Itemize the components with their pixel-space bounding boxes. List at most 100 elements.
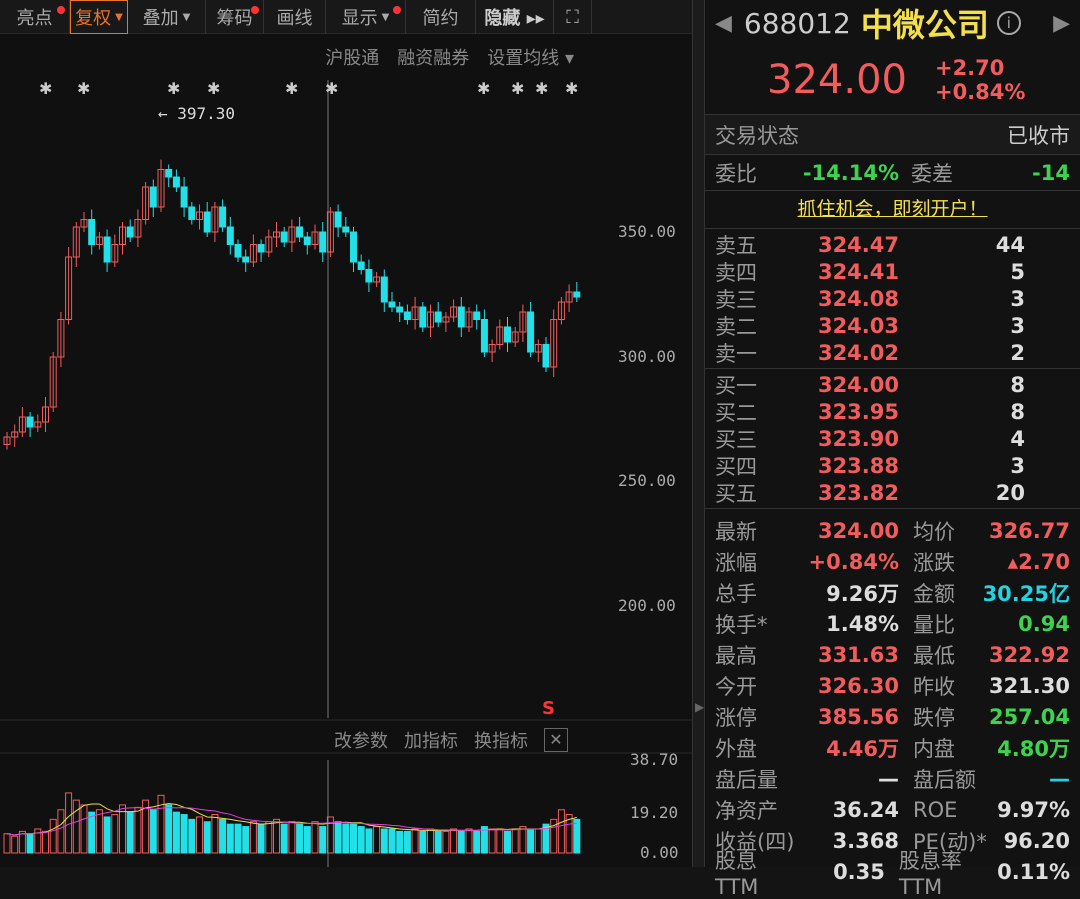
volume-bar	[334, 821, 342, 854]
order-book-row: 买五 323.82 20	[705, 479, 1080, 506]
event-marker-icon[interactable]: ✱	[535, 79, 548, 98]
stat-label: PE(动)*	[913, 829, 987, 854]
candle-body	[373, 276, 381, 283]
stat-value: 30.25亿	[982, 581, 1070, 606]
trade-status-label: 交易状态	[715, 123, 799, 148]
signal-marker[interactable]: S	[542, 698, 555, 719]
volume-bar	[473, 830, 481, 854]
toolbar-button-4[interactable]: 画线	[264, 0, 326, 34]
stat-label: 昨收	[913, 674, 955, 699]
candle-body	[511, 331, 519, 343]
volume-bar	[511, 828, 519, 854]
stat-label: 盘后额	[913, 767, 976, 792]
event-marker-icon[interactable]: ✱	[167, 79, 180, 98]
volume-tick: 38.70	[630, 750, 679, 769]
event-marker-icon[interactable]: ✱	[511, 79, 524, 98]
level-label: 卖五	[715, 233, 757, 258]
quote-panel: ◀ 688012 中微公司 i ▶ 324.00 +2.70 +0.84% 交易…	[705, 0, 1080, 899]
volume-bar	[18, 830, 26, 854]
toolbar-button-7[interactable]: 隐藏 ▸▸	[476, 0, 554, 34]
stat-value: —	[878, 766, 899, 791]
fullscreen-icon[interactable]: ⛶	[554, 0, 592, 34]
subbar-button-0[interactable]: 沪股通	[325, 48, 380, 69]
subbar-button-2[interactable]: 设置均线 ▾	[487, 48, 574, 69]
order-book-row: 买一 324.00 8	[705, 371, 1080, 398]
event-marker-icon[interactable]: ✱	[77, 79, 90, 98]
prev-stock-icon[interactable]: ◀	[715, 10, 732, 36]
event-marker-icon[interactable]: ✱	[39, 79, 52, 98]
order-book-row: 买二 323.95 8	[705, 398, 1080, 425]
volume-bar	[249, 821, 257, 854]
stat-label: 量比	[913, 612, 955, 637]
volume-bar	[211, 814, 219, 854]
event-marker-icon[interactable]: ✱	[325, 79, 338, 98]
volume-bar	[396, 830, 404, 854]
toolbar-label: 简约	[422, 8, 459, 29]
candle-body	[473, 311, 481, 320]
toolbar-button-6[interactable]: 简约	[406, 0, 476, 34]
candle-body	[280, 231, 288, 243]
stat-label: 盘后量	[715, 767, 778, 792]
event-marker-icon[interactable]: ✱	[565, 79, 578, 98]
toolbar-button-3[interactable]: 筹码	[206, 0, 264, 34]
volume-bar	[557, 809, 565, 854]
event-marker-icon[interactable]: ✱	[477, 79, 490, 98]
stat-value: 0.35	[833, 859, 885, 884]
level-label: 买四	[715, 454, 757, 479]
candle-body	[57, 319, 65, 358]
level-volume: 20	[995, 480, 1025, 505]
candle-body	[326, 211, 334, 253]
price-tick: 300.00	[618, 347, 676, 366]
change-indicator-button[interactable]: 换指标	[474, 731, 528, 752]
volume-bar	[326, 816, 334, 854]
high-price-label: ← 397.30	[158, 104, 236, 123]
stat-label: 净资产	[715, 798, 778, 823]
level-label: 卖四	[715, 260, 757, 285]
event-marker-icon[interactable]: ✱	[207, 79, 220, 98]
high-price-value: 397.30	[177, 104, 236, 123]
add-indicator-button[interactable]: 加指标	[404, 731, 458, 752]
volume-tick: 19.20	[630, 803, 679, 822]
open-account-link[interactable]: 抓住机会，即刻开户！	[705, 190, 1080, 228]
candle-body	[126, 226, 134, 238]
level-label: 卖三	[715, 287, 757, 312]
panel-splitter[interactable]: ▶	[692, 0, 705, 867]
candle-body	[488, 344, 496, 353]
level-label: 买五	[715, 481, 757, 506]
chart-subbar: 沪股通 融资融券 设置均线 ▾	[325, 44, 574, 70]
volume-bar	[203, 821, 211, 854]
current-price: 324.00	[767, 57, 907, 103]
stat-value: 257.04	[988, 704, 1070, 729]
candle-body	[504, 326, 511, 343]
subbar-button-1[interactable]: 融资融券	[397, 48, 470, 69]
stat-label: 涨跌	[913, 550, 955, 575]
volume-bar	[457, 830, 465, 854]
stats-row: 净资产 36.24 ROE 9.97%	[705, 794, 1080, 825]
level-volume: 3	[1010, 313, 1025, 338]
info-icon[interactable]: i	[996, 11, 1021, 35]
stats-row: 收益(四) 3.368 PE(动)* 96.20	[705, 825, 1080, 856]
stat-value: 322.92	[988, 642, 1070, 667]
level-label: 买三	[715, 427, 757, 452]
toolbar-button-0[interactable]: 亮点	[0, 0, 70, 34]
toolbar-button-2[interactable]: 叠加 ▼	[128, 0, 206, 34]
candle-body	[249, 244, 257, 263]
stat-label: 最新	[715, 519, 757, 544]
order-book-row: 卖一 324.02 2	[705, 339, 1080, 366]
close-icon[interactable]: ✕	[544, 728, 568, 752]
stat-value: 1.48%	[826, 611, 899, 636]
next-stock-icon[interactable]: ▶	[1053, 10, 1070, 36]
candle-body	[550, 319, 558, 368]
chevron-right-icon[interactable]: ▶	[695, 700, 705, 714]
event-marker-icon[interactable]: ✱	[285, 79, 298, 98]
stat-value: +0.84%	[808, 549, 899, 574]
order-book-row: 买三 323.90 4	[705, 425, 1080, 452]
toolbar-button-1[interactable]: 复权 ▼	[70, 0, 128, 34]
kline-chart[interactable]: ✱ ✱ ✱ ✱ ✱ ✱ ✱ ✱ ✱ ✱	[0, 70, 692, 867]
edit-params-button[interactable]: 改参数	[334, 731, 388, 752]
toolbar-button-5[interactable]: 显示 ▼	[326, 0, 406, 34]
caret-down-icon: ▼	[115, 11, 123, 23]
candle-body	[573, 291, 581, 298]
candle-body	[80, 219, 88, 228]
volume-bar	[434, 830, 442, 854]
